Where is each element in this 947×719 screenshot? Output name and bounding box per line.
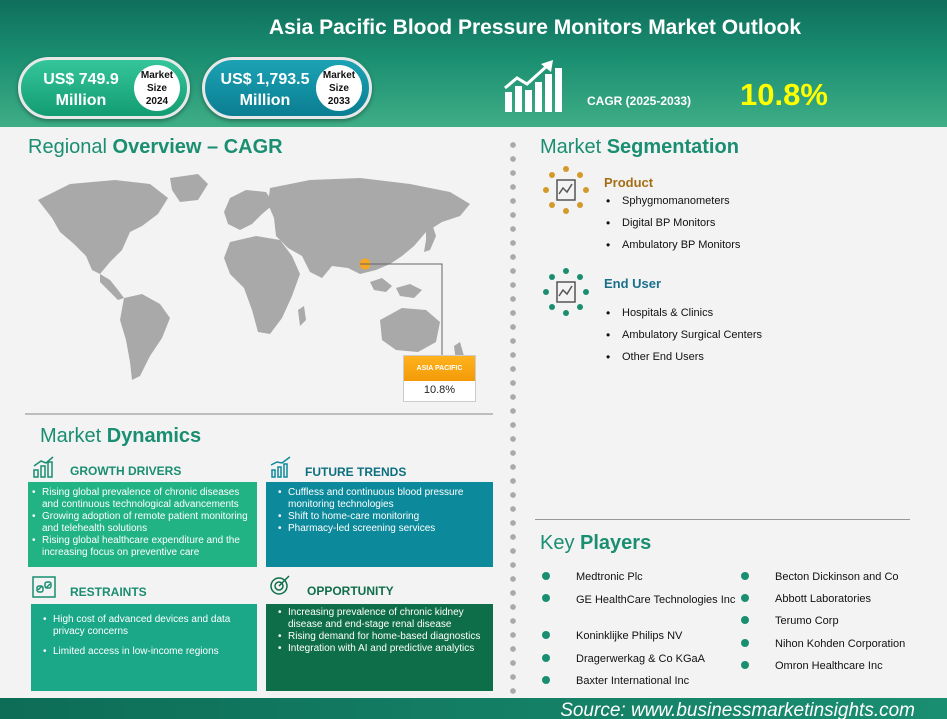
page-title: Asia Pacific Blood Pressure Monitors Mar… [268,16,802,39]
end-user-heading: End User [604,276,662,291]
list-item: Ambulatory Surgical Centers [604,327,762,349]
player-name: Dragerwerkag & Co KGaA [576,653,705,665]
region-cagr-value: 10.8% [423,384,456,396]
player-name: GE HealthCare Technologies Inc [576,594,736,606]
cagr-label: CAGR (2025-2033) [587,94,692,108]
market-size-2033-pill: US$ 1,793.5 Million Market Size 2033 [202,57,372,119]
list-item: Growing adoption of remote patient monit… [30,511,251,535]
world-map [38,174,470,380]
list-item: Hospitals & Clinics [604,305,762,327]
end-user-icon [543,268,589,316]
end-user-list: Hospitals & Clinics Ambulatory Surgical … [604,305,762,371]
growth-drivers-box: Rising global prevalence of chronic dise… [28,482,257,567]
header-banner: Asia Pacific Blood Pressure Monitors Mar… [0,0,947,127]
future-trends-box: Cuffless and continuous blood pressure m… [266,482,493,567]
list-item: Rising global healthcare expenditure and… [30,535,251,559]
player-name: Omron Healthcare Inc [775,660,883,672]
market-size-2033-value: US$ 1,793.5 Million [220,71,310,109]
player-name: Abbott Laboratories [775,593,872,605]
market-dynamics-title: Market Dynamics [40,425,202,447]
list-item: Cuffless and continuous blood pressure m… [276,487,487,511]
bullet-dot [741,639,749,647]
list-item: High cost of advanced devices and data p… [41,614,251,638]
bullet-dot [741,661,749,669]
section-divider [25,413,493,415]
bullet-dot [741,572,749,580]
list-item: Digital BP Monitors [604,215,740,237]
list-item: Other End Users [604,349,762,371]
broken-link-icon [32,576,56,598]
list-item: Rising demand for home-based diagnostics [276,631,487,643]
market-size-2033-badge: Market Size 2033 [316,65,362,111]
restraints-heading: RESTRAINTS [70,585,147,599]
market-segmentation-title: Market Segmentation [540,136,739,158]
market-size-2024-value: US$ 749.9 Million [43,71,119,109]
section-divider [535,519,910,520]
target-icon [270,575,290,595]
market-size-2024-badge: Market Size 2024 [134,65,180,111]
growth-chart-icon [504,60,562,112]
cagr-value: 10.8% [740,77,828,112]
list-item: Shift to home-care monitoring [276,511,487,523]
growth-drivers-heading: GROWTH DRIVERS [70,464,182,478]
region-leader-line [360,263,443,358]
bullet-dot [741,594,749,602]
restraints-box: High cost of advanced devices and data p… [31,604,257,691]
player-name: Becton Dickinson and Co [775,571,899,583]
column-separator [509,138,517,698]
source-text: Source: www.businessmarketinsights.com [560,700,915,719]
list-item: Pharmacy-led screening services [276,523,487,535]
future-trends-heading: FUTURE TRENDS [305,465,407,479]
product-list: Sphygmomanometers Digital BP Monitors Am… [604,193,740,259]
footer-bar: Source: www.businessmarketinsights.com [0,698,947,719]
bullet-dot [542,594,550,602]
opportunity-heading: OPPORTUNITY [307,584,394,598]
opportunity-box: Increasing prevalence of chronic kidney … [266,604,493,691]
bullet-dot [542,676,550,684]
trend-chart-icon [270,456,291,478]
list-item: Ambulatory BP Monitors [604,237,740,259]
list-item: Rising global prevalence of chronic dise… [30,487,251,511]
bullet-dot [741,616,749,624]
player-name: Baxter International Inc [576,675,690,687]
product-heading: Product [604,175,654,190]
list-item: Sphygmomanometers [604,193,740,215]
regional-overview-title: Regional Overview – CAGR [28,136,283,158]
player-name: Medtronic Plc [576,571,643,583]
bar-chart-icon [33,456,54,478]
bullet-dot [542,631,550,639]
key-players-title: Key Players [540,532,652,554]
market-size-2024-pill: US$ 749.9 Million Market Size 2024 [18,57,190,119]
player-name: Terumo Corp [775,615,839,627]
product-icon [543,166,589,214]
list-item: Integration with AI and predictive analy… [276,643,487,655]
bullet-dot [542,654,550,662]
bullet-dot [542,572,550,580]
player-name: Nihon Kohden Corporation [775,638,906,650]
list-item: Increasing prevalence of chronic kidney … [276,607,487,631]
asia-pacific-callout: ASIA PACIFIC 10.8% [403,355,476,402]
list-item: Limited access in low-income regions [41,646,251,658]
region-label: ASIA PACIFIC [404,356,475,381]
player-name: Koninklijke Philips NV [576,630,683,642]
